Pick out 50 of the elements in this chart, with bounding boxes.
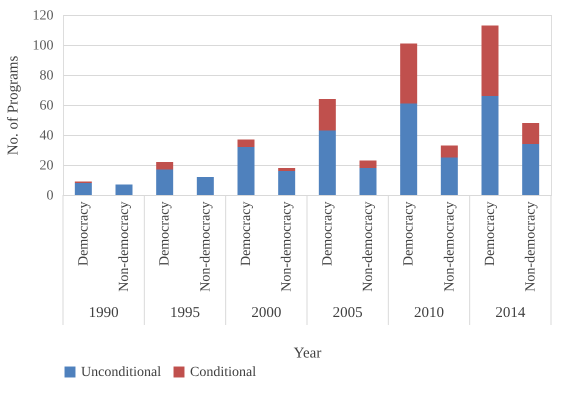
bar: [238, 147, 254, 195]
bar: [400, 104, 418, 195]
bar: [440, 146, 458, 158]
bar: [360, 160, 376, 168]
text: 1995: [170, 305, 200, 321]
bar: [482, 96, 498, 195]
x-axis-title: Year: [294, 346, 322, 362]
legend-label: Conditional: [190, 365, 256, 380]
bar: [156, 162, 174, 170]
bar: [360, 168, 376, 195]
x-tick-label: Democracy: [483, 202, 498, 266]
text: 2005: [332, 305, 363, 321]
bar: [238, 140, 254, 147]
x-tick-label: Non-democracy: [117, 202, 132, 292]
bar: [400, 44, 418, 104]
x-tick-label: Non-democracy: [524, 202, 539, 292]
bar: [156, 170, 174, 195]
text: 2014: [495, 305, 526, 321]
x-tick-label: Democracy: [320, 202, 336, 266]
bar: [278, 171, 296, 195]
text: 1990: [88, 305, 119, 321]
legend-label: Unconditional: [81, 365, 162, 380]
y-tick-label: 20: [40, 158, 54, 174]
y-tick-label: 100: [32, 38, 54, 54]
x-tick-label: Democracy: [239, 202, 254, 266]
y-tick-label: 40: [40, 128, 54, 144]
text: 2010: [414, 305, 444, 321]
x-tick-label: Democracy: [402, 202, 417, 266]
y-tick-label: 120: [32, 8, 54, 24]
bar: [278, 168, 296, 171]
bar: [116, 184, 132, 195]
y-tick-label: 80: [40, 68, 54, 84]
x-tick-label: Non-democracy: [361, 202, 376, 292]
bar: [318, 99, 336, 130]
bar: [440, 158, 458, 195]
y-tick-label: 60: [40, 98, 54, 114]
x-tick-label: Democracy: [76, 202, 92, 266]
bar: [318, 130, 336, 195]
x-tick-label: Non-democracy: [198, 202, 214, 292]
bar: [74, 183, 92, 195]
bar: [482, 26, 498, 96]
x-tick-label: Non-democracy: [442, 202, 458, 292]
x-tick-label: Non-democracy: [280, 202, 295, 292]
bar: [522, 123, 540, 144]
bar: [522, 144, 540, 195]
bar: [196, 177, 214, 195]
text: 2000: [251, 305, 282, 321]
y-axis-title: No. of Programs: [6, 56, 22, 156]
x-tick-label: Democracy: [158, 202, 173, 266]
y-tick-label: 0: [46, 188, 54, 204]
